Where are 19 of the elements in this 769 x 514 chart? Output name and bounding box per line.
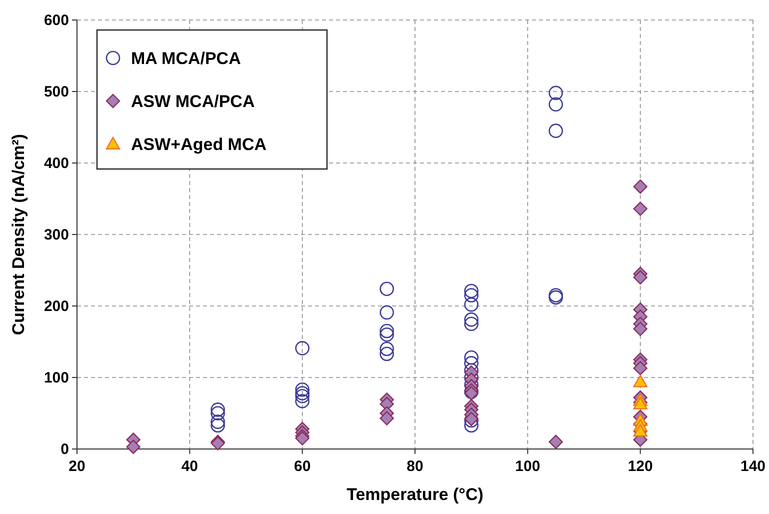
- y-tick-label: 400: [44, 155, 69, 172]
- x-tick-label: 20: [68, 458, 86, 475]
- y-tick-label: 0: [60, 441, 69, 458]
- y-tick-label: 500: [44, 84, 69, 100]
- y-tick-label: 300: [44, 226, 69, 244]
- x-tick-label: 100: [515, 458, 540, 475]
- legend-label: ASW MCA/PCA: [131, 92, 255, 111]
- x-tick-label: 120: [628, 458, 653, 475]
- x-tick-label: 80: [406, 458, 424, 475]
- x-tick-label: 60: [294, 458, 311, 475]
- legend-label: MA MCA/PCA: [131, 49, 241, 68]
- y-tick-label: 200: [44, 298, 69, 315]
- y-axis-title: Current Density (nA/cm²): [9, 134, 28, 336]
- x-tick-label: 40: [181, 458, 198, 475]
- y-tick-label: 100: [44, 370, 69, 386]
- x-tick-label: 140: [740, 458, 766, 475]
- x-axis-title: Temperature (°C): [346, 485, 484, 504]
- y-tick-label: 600: [44, 12, 69, 29]
- legend-label: ASW+Aged MCA: [131, 135, 267, 154]
